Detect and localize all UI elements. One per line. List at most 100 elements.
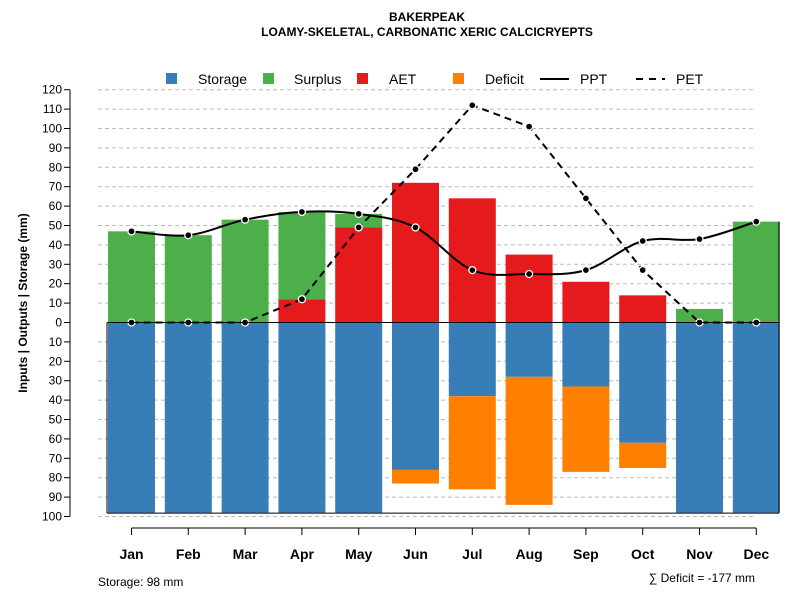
bar-deficit-sep — [562, 386, 610, 472]
pet-point-sep — [581, 194, 591, 203]
pet-point-aug — [524, 122, 534, 131]
ppt-point-jan — [127, 227, 136, 236]
bar-surplus-may — [335, 213, 383, 228]
bar-aet-may — [335, 227, 383, 323]
bar-aet-jun — [392, 182, 439, 323]
legend-label-deficit: Deficit — [485, 71, 524, 87]
bar-storage-mar — [221, 322, 269, 513]
x-tick-label-sep: Sep — [573, 546, 599, 562]
y-tick-label: 80 — [49, 471, 63, 485]
bar-storage-oct — [619, 322, 667, 443]
pet-point-jul — [468, 101, 477, 110]
bar-aet-sep — [562, 281, 610, 323]
bar-surplus-apr — [278, 211, 326, 300]
bar-storage-jul — [448, 322, 496, 397]
ppt-point-sep — [581, 265, 591, 275]
y-tick-label: 20 — [49, 354, 63, 368]
bar-deficit-jun — [392, 469, 439, 484]
y-tick-label: 60 — [49, 432, 63, 446]
pet-point-oct — [638, 265, 647, 275]
bar-storage-nov — [676, 322, 723, 513]
axes: 1201101009080706050403020100102030405060… — [42, 83, 780, 562]
x-tick-label-dec: Dec — [743, 546, 769, 562]
pet-point-apr — [297, 295, 307, 304]
y-tick-label: 70 — [49, 180, 63, 194]
legend: Storage Surplus AET Deficit PPT PET — [166, 71, 704, 87]
y-tick-label: 40 — [49, 393, 63, 407]
deficit-footnote: ∑ Deficit = -177 mm — [649, 571, 755, 585]
y-axis-label: Inputs | Outputs | Storage (mm) — [16, 213, 30, 392]
legend-label-pet: PET — [676, 71, 704, 87]
chart-subtitle: LOAMY-SKELETAL, CARBONATIC XERIC CALCICR… — [261, 25, 593, 39]
y-tick-label: 90 — [49, 141, 63, 155]
ppt-point-may — [354, 209, 363, 219]
ppt-point-nov — [695, 234, 704, 244]
y-tick-label: 10 — [49, 335, 63, 349]
y-tick-label: 40 — [49, 238, 63, 252]
y-tick-label: 50 — [49, 413, 63, 427]
ppt-point-aug — [524, 269, 534, 279]
ppt-point-oct — [638, 236, 647, 246]
x-tick-label-may: May — [345, 546, 372, 562]
bar-aet-aug — [505, 254, 553, 323]
bar-storage-may — [335, 322, 383, 513]
ppt-point-apr — [297, 207, 307, 217]
x-tick-label-jul: Jul — [462, 546, 482, 562]
x-tick-label-oct: Oct — [631, 546, 655, 562]
storage-footnote: Storage: 98 mm — [98, 575, 183, 589]
x-tick-label-nov: Nov — [686, 546, 713, 562]
y-tick-label: 120 — [42, 83, 62, 97]
y-tick-label: 100 — [42, 122, 62, 136]
legend-swatch-storage — [166, 73, 177, 84]
x-tick-label-feb: Feb — [176, 546, 201, 562]
y-tick-label: 50 — [49, 219, 63, 233]
x-tick-label-mar: Mar — [233, 546, 258, 562]
legend-swatch-surplus — [263, 73, 274, 84]
legend-label-storage: Storage — [198, 71, 247, 87]
bar-storage-jan — [108, 322, 155, 513]
legend-swatch-deficit — [453, 73, 464, 84]
y-tick-label: 0 — [55, 316, 62, 330]
bar-storage-apr — [278, 322, 326, 513]
bar-storage-sep — [562, 322, 610, 387]
y-tick-label: 110 — [43, 102, 62, 116]
bar-surplus-jan — [108, 231, 155, 323]
x-tick-label-aug: Aug — [515, 546, 542, 562]
bar-aet-oct — [619, 295, 667, 323]
bars — [108, 182, 780, 513]
ppt-point-jun — [411, 223, 420, 232]
ppt-point-dec — [752, 217, 761, 226]
y-tick-label: 20 — [49, 277, 63, 291]
bar-surplus-mar — [221, 219, 269, 323]
bar-storage-feb — [164, 322, 212, 513]
legend-label-ppt: PPT — [580, 71, 608, 87]
legend-label-aet: AET — [389, 71, 417, 87]
y-tick-label: 30 — [49, 257, 63, 271]
y-tick-label: 60 — [49, 199, 63, 213]
y-tick-label: 10 — [49, 296, 63, 310]
ppt-point-feb — [184, 231, 193, 240]
bar-storage-aug — [505, 322, 553, 377]
x-tick-label-jan: Jan — [119, 546, 143, 562]
legend-label-surplus: Surplus — [294, 71, 341, 87]
pet-point-may — [354, 223, 363, 232]
y-tick-label: 70 — [49, 451, 63, 465]
bar-storage-dec — [732, 322, 780, 513]
y-tick-label: 100 — [42, 510, 62, 524]
ppt-point-jul — [468, 265, 477, 275]
bar-storage-jun — [392, 322, 439, 470]
x-tick-label-apr: Apr — [290, 546, 315, 562]
pet-line — [131, 104, 757, 324]
ppt-point-mar — [240, 215, 250, 224]
bar-deficit-aug — [505, 376, 553, 505]
legend-swatch-aet — [357, 73, 368, 84]
bar-surplus-feb — [164, 235, 212, 323]
chart-title: BAKERPEAK — [389, 10, 465, 24]
y-tick-label: 90 — [49, 490, 63, 504]
bar-deficit-oct — [619, 442, 667, 468]
bar-surplus-dec — [732, 221, 780, 323]
y-tick-label: 80 — [49, 160, 63, 174]
x-tick-label-jun: Jun — [403, 546, 428, 562]
bar-deficit-jul — [448, 396, 496, 490]
